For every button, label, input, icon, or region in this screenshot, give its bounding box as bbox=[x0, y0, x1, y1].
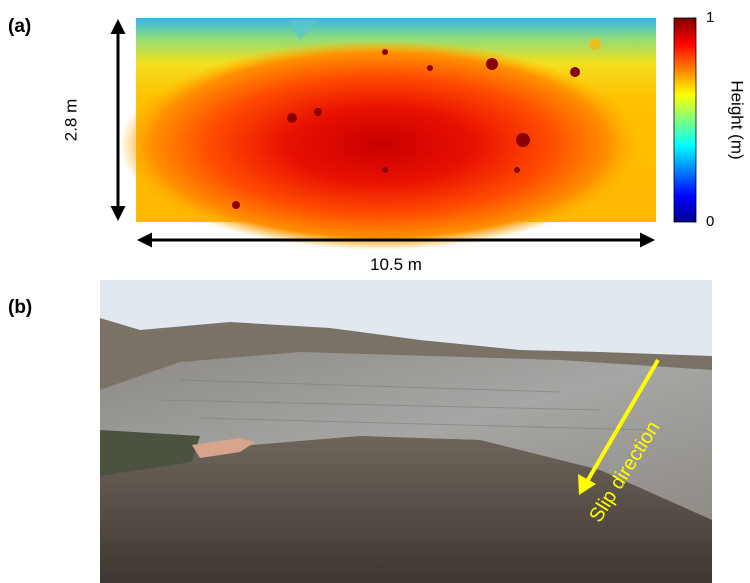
colorbar bbox=[674, 18, 696, 222]
colorbar-tick-label: 1 bbox=[706, 9, 714, 26]
colorbar-tick-label: 0 bbox=[706, 213, 714, 230]
panel-label: (a) bbox=[8, 16, 31, 37]
height-map bbox=[120, 18, 656, 250]
figure: (a) 2.8 m 10.5 m Height (m) 01 (b) Sli bbox=[0, 0, 750, 583]
width-label: 10.5 m bbox=[370, 255, 422, 274]
colorbar-label: Height (m) bbox=[728, 80, 747, 159]
height-label: 2.8 m bbox=[61, 99, 80, 142]
photo bbox=[100, 280, 712, 583]
panel-label: (b) bbox=[8, 297, 32, 318]
